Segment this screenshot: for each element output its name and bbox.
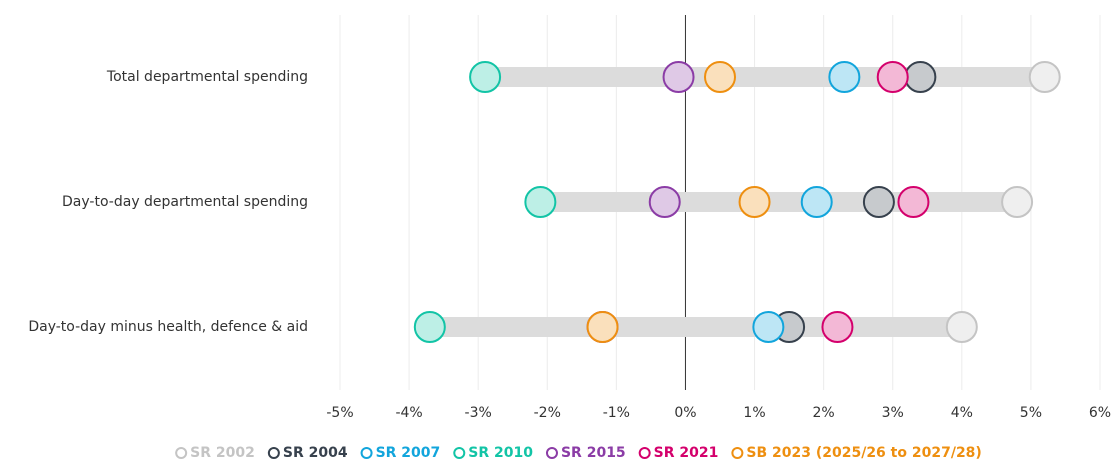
dot-fill bbox=[876, 61, 909, 93]
category-label: Day-to-day departmental spending bbox=[62, 194, 308, 210]
dot-fill bbox=[586, 311, 619, 343]
dot bbox=[739, 187, 770, 217]
x-tick-label: 2% bbox=[813, 405, 835, 421]
legend-label: SR 2002 bbox=[190, 445, 255, 461]
dot bbox=[1002, 187, 1033, 217]
dot bbox=[877, 62, 908, 92]
dot bbox=[705, 62, 735, 92]
dot-fill bbox=[862, 186, 895, 218]
category-label: Day-to-day minus health, defence & aid bbox=[28, 319, 308, 335]
legend-label: SR 2007 bbox=[376, 445, 441, 461]
x-tick-label: -1% bbox=[603, 405, 630, 421]
dot bbox=[946, 312, 977, 342]
range-bar bbox=[540, 192, 1018, 212]
legend-label: SR 2015 bbox=[561, 445, 626, 461]
dot-fill bbox=[752, 311, 785, 343]
dot bbox=[470, 62, 501, 92]
dot-fill bbox=[662, 61, 695, 93]
dot bbox=[663, 62, 694, 92]
range-bar bbox=[485, 67, 1045, 87]
dot bbox=[898, 187, 929, 217]
category-label: Total departmental spending bbox=[106, 69, 308, 85]
legend-marker bbox=[731, 447, 744, 459]
x-tick-label: -3% bbox=[465, 405, 492, 421]
legend-marker bbox=[545, 447, 558, 459]
legend-label: SB 2023 (2025/26 to 2027/28) bbox=[746, 445, 981, 461]
dot-fill bbox=[1028, 61, 1061, 93]
dot-fill bbox=[413, 311, 446, 343]
dot-fill bbox=[897, 186, 930, 218]
x-tick-label: -2% bbox=[534, 405, 561, 421]
dot bbox=[801, 187, 832, 217]
x-tick-label: 0% bbox=[674, 405, 696, 421]
x-tick-label: 6% bbox=[1089, 405, 1111, 421]
dot bbox=[905, 62, 936, 92]
dot-fill bbox=[648, 186, 681, 218]
dot-fill bbox=[524, 186, 557, 218]
dot-fill bbox=[469, 61, 502, 93]
dot bbox=[753, 312, 784, 342]
dot-fill bbox=[800, 186, 833, 218]
dot-fill bbox=[704, 61, 736, 93]
dot bbox=[525, 187, 556, 217]
legend-marker bbox=[175, 447, 188, 459]
legend-marker bbox=[638, 447, 651, 459]
x-tick-label: 1% bbox=[743, 405, 765, 421]
legend-label: SR 2004 bbox=[283, 445, 348, 461]
dot bbox=[822, 312, 853, 342]
x-tick-label: 3% bbox=[882, 405, 904, 421]
legend-label: SR 2010 bbox=[468, 445, 533, 461]
dot bbox=[863, 187, 894, 217]
x-tick-label: 4% bbox=[951, 405, 973, 421]
dot-fill bbox=[1001, 186, 1034, 218]
dot bbox=[829, 62, 860, 92]
x-tick-label: -5% bbox=[326, 405, 353, 421]
x-tick-label: -4% bbox=[395, 405, 422, 421]
legend-label: SR 2021 bbox=[654, 445, 719, 461]
range-bar bbox=[429, 317, 962, 337]
dot bbox=[414, 312, 445, 342]
dot-fill bbox=[945, 311, 978, 343]
dot bbox=[587, 312, 618, 342]
dot-fill bbox=[904, 61, 937, 93]
dot-fill bbox=[828, 61, 861, 93]
dot-fill bbox=[738, 186, 771, 218]
legend-marker bbox=[453, 447, 466, 459]
dot-fill bbox=[821, 311, 854, 343]
dot bbox=[1029, 62, 1060, 92]
legend-marker bbox=[267, 447, 280, 459]
x-tick-label: 5% bbox=[1020, 405, 1042, 421]
legend-marker bbox=[360, 447, 373, 459]
dot bbox=[649, 187, 680, 217]
